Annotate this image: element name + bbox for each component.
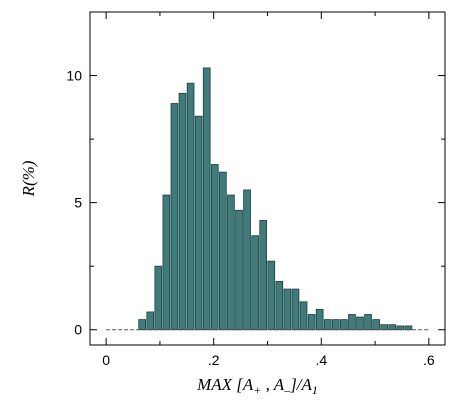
bar-29 [372, 319, 380, 331]
x-axis-title-main: MAX [A [196, 375, 254, 394]
bar-18 [283, 288, 292, 331]
bar-19 [291, 288, 300, 331]
bar-27 [356, 316, 364, 331]
x-tick-label-2: .4 [315, 352, 327, 368]
x-axis-title-sub-one: 1 [312, 383, 318, 397]
bar-0 [138, 319, 147, 331]
bar-31 [388, 324, 397, 331]
bar-7 [194, 115, 203, 331]
y-tick-labels: 0 5 10 [66, 68, 82, 338]
bar-10 [219, 171, 227, 331]
bar-13 [243, 189, 251, 331]
bar-14 [251, 235, 259, 331]
bar-12 [235, 209, 243, 331]
x-axis-title-sub-plus: + [253, 383, 261, 397]
x-axis-title-sub-minus: – [283, 383, 291, 397]
y-tick-label-2: 10 [66, 68, 82, 84]
y-axis-title: R(%) [19, 160, 38, 197]
bar-2 [154, 265, 163, 331]
bar-9 [210, 164, 219, 331]
bar-17 [275, 281, 284, 331]
bar-28 [364, 314, 372, 331]
x-tick-labels: 0 .2 .4 .6 [102, 352, 435, 368]
bar-15 [259, 220, 268, 331]
bar-23 [323, 319, 332, 331]
bar-32 [396, 325, 405, 331]
bar-22 [315, 309, 324, 331]
bar-25 [340, 319, 348, 331]
bar-1 [146, 311, 155, 331]
bar-26 [348, 314, 356, 331]
bar-20 [299, 301, 308, 331]
bar-24 [331, 319, 340, 331]
bar-21 [307, 314, 316, 331]
bar-33 [404, 325, 413, 331]
bar-8 [202, 67, 211, 331]
bar-3 [162, 194, 171, 331]
bar-4 [170, 103, 179, 331]
bar-11 [227, 194, 235, 331]
ticks-group [90, 12, 445, 345]
y-tick-label-1: 5 [74, 195, 82, 211]
x-tick-label-0: 0 [102, 352, 110, 368]
x-tick-label-1: .2 [208, 352, 220, 368]
x-axis-title-mid: , A [261, 375, 284, 394]
x-axis-title-end: ]/A [289, 375, 312, 394]
x-tick-label-3: .6 [423, 352, 435, 368]
bar-16 [267, 260, 276, 331]
bar-6 [186, 82, 195, 331]
bar-5 [178, 92, 187, 331]
bar-30 [380, 324, 389, 331]
x-axis-title: MAX [A+ , A–]/A1 [196, 375, 318, 397]
bars-group [138, 67, 413, 331]
y-tick-label-0: 0 [74, 322, 82, 338]
